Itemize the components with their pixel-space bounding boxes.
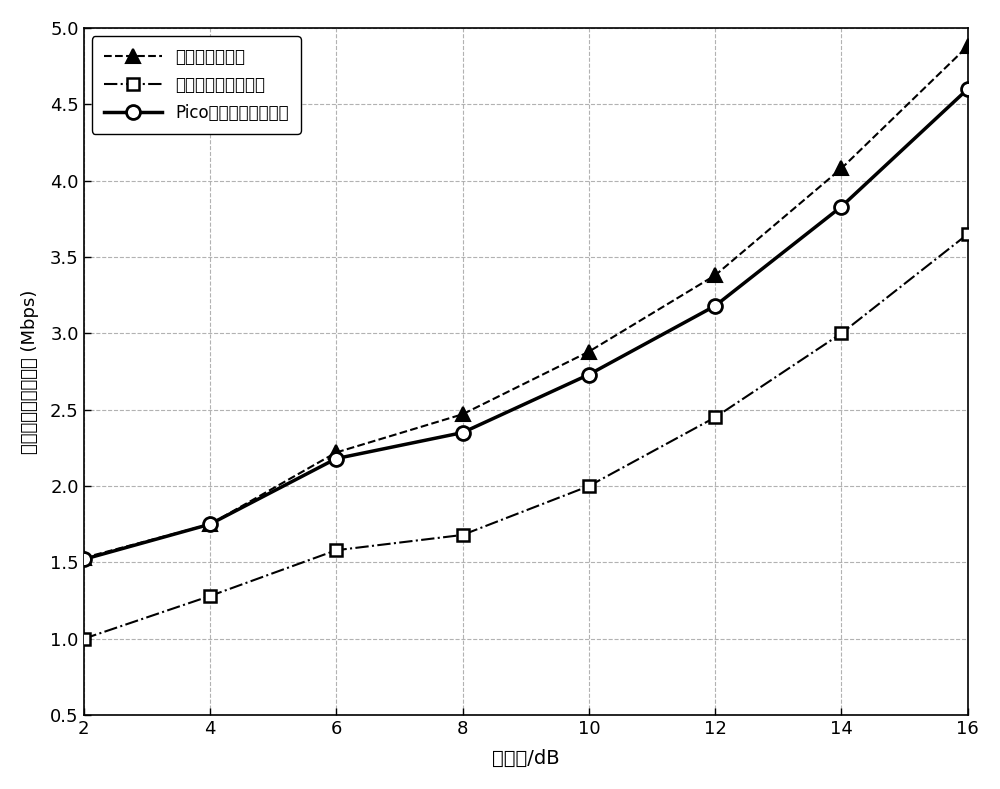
X-axis label: 偏置值/dB: 偏置值/dB xyxy=(492,750,559,768)
Y-axis label: 宏用户的平均吞吐量 (Mbps): 宏用户的平均吞吐量 (Mbps) xyxy=(21,290,39,454)
Legend: 无干扰管理方法, 宏基站功率降低方法, Pico基站功率提高方法: 无干扰管理方法, 宏基站功率降低方法, Pico基站功率提高方法 xyxy=(92,36,301,133)
